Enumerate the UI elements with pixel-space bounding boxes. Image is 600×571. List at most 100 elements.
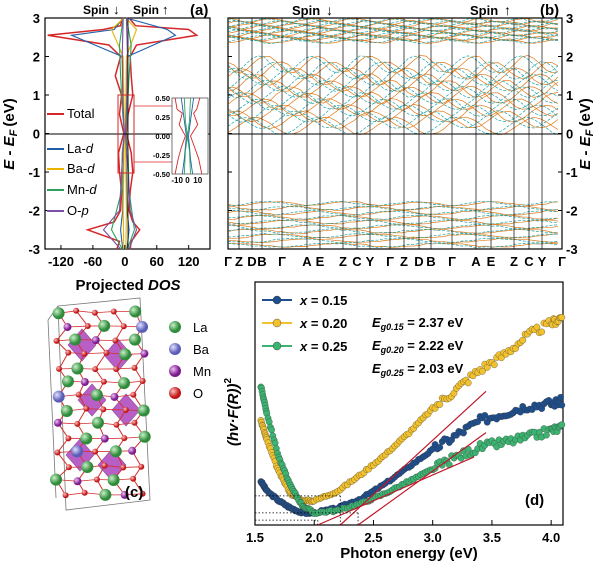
atom xyxy=(93,476,100,483)
band-line xyxy=(227,214,559,221)
band-line xyxy=(227,104,559,123)
inset-line xyxy=(188,97,195,175)
inset-line xyxy=(186,97,191,175)
k-label: A xyxy=(471,254,481,269)
spin-down-label: Spin xyxy=(83,3,109,17)
k-label: E xyxy=(487,254,496,269)
svg-text:(hv·F(R))2: (hv·F(R))2 xyxy=(223,378,242,446)
k-label: Y xyxy=(366,254,375,269)
atom xyxy=(118,377,131,390)
bond xyxy=(58,352,69,370)
atom xyxy=(90,389,103,402)
band-line xyxy=(227,24,559,30)
atom xyxy=(131,364,138,371)
legend-atom-label: La xyxy=(193,320,208,335)
atom xyxy=(99,488,112,501)
ytick-label-right: -3 xyxy=(566,242,578,257)
data-point-025 xyxy=(558,421,566,429)
atom xyxy=(100,434,109,443)
bandgap-sub: g0.15 xyxy=(380,322,405,332)
legend-label-text: O- xyxy=(67,203,81,218)
ytick-label: 0 xyxy=(33,127,40,142)
ylabel-subscript: F xyxy=(8,129,20,136)
band-lines xyxy=(227,18,559,248)
atom xyxy=(56,365,63,372)
xtick-label: 0 xyxy=(121,254,128,269)
band-line xyxy=(227,233,559,239)
zoom-region-box xyxy=(117,94,135,174)
k-label: C xyxy=(352,254,362,269)
atom xyxy=(81,461,94,474)
pdos-line-total-down xyxy=(47,17,125,250)
bandgap-value: = 2.22 eV xyxy=(404,338,464,353)
bandgap-sub: g0.20 xyxy=(380,345,404,355)
tauc-legend: x = 0.15x = 0.20x = 0.25 xyxy=(262,293,347,354)
atom xyxy=(98,319,111,332)
atom xyxy=(73,477,82,486)
atom xyxy=(63,323,72,332)
inset-ytick-label: -0.25 xyxy=(153,151,170,160)
band-line xyxy=(227,73,559,92)
panel-a-label: (a) xyxy=(190,2,208,19)
pdos-line-op-up xyxy=(124,17,138,250)
atom xyxy=(128,333,141,346)
xtick-label: 2.0 xyxy=(305,530,323,545)
svg-text:E - EF(eV): E - EF (eV) xyxy=(1,98,20,169)
atom xyxy=(65,464,72,471)
band-line xyxy=(227,79,559,98)
band-line xyxy=(227,237,559,244)
legend-atom-o xyxy=(169,387,181,399)
atom xyxy=(137,404,150,417)
bond xyxy=(76,310,95,314)
inset-ytick-label: 0.25 xyxy=(155,113,170,122)
xlabel-text: Projected xyxy=(75,277,143,294)
bond xyxy=(65,492,85,496)
band-line xyxy=(227,200,559,207)
band-line xyxy=(227,242,559,248)
atom xyxy=(138,463,145,470)
band-line xyxy=(227,98,559,117)
atom xyxy=(100,406,107,413)
atom xyxy=(84,323,91,330)
atom xyxy=(69,333,82,346)
atom xyxy=(136,320,149,333)
ytick-label-right: -2 xyxy=(566,204,578,219)
legend-label-text: La- xyxy=(67,141,86,156)
spin-down-label-b: Spin xyxy=(292,3,320,18)
data-point-025 xyxy=(268,426,275,434)
xtick-label: 3.0 xyxy=(424,530,442,545)
atom xyxy=(71,445,84,458)
legend-label: O-p xyxy=(67,203,89,218)
bond xyxy=(123,466,142,468)
ytick-label: -3 xyxy=(28,242,40,257)
atom xyxy=(52,390,65,403)
band-line xyxy=(227,67,559,86)
data-point-015 xyxy=(481,412,489,419)
inset-line xyxy=(180,97,187,175)
spin-up-label-b: Spin xyxy=(470,3,498,18)
panel-d-xticks: 1.5 2.0 2.5 3.0 3.5 4.0 xyxy=(246,520,560,545)
band-line xyxy=(227,91,559,111)
legend-label: Total xyxy=(67,106,95,121)
inset-line xyxy=(174,97,186,175)
band-line xyxy=(227,223,559,230)
fit-line-eg0.15 xyxy=(357,432,487,526)
ylabel-text: E - E xyxy=(1,135,18,169)
panel-b-ylabel: E - EF (eV) xyxy=(577,98,596,169)
band-line xyxy=(227,73,559,92)
fit-line-eg0.20 xyxy=(339,390,487,526)
atom xyxy=(91,416,104,429)
k-label: Y xyxy=(538,254,547,269)
xlabel-dos: DOS xyxy=(148,277,181,294)
pdos-inset: 0.50 0.25 0.00 -0.25 -0.50-10 0 10 xyxy=(153,94,209,185)
band-line xyxy=(227,67,559,86)
ytick-label: -2 xyxy=(28,204,40,219)
panel-a-xticks: -120 -60 0 60 120 xyxy=(48,245,200,269)
crystal-structure-image xyxy=(47,297,151,511)
bond xyxy=(57,452,70,468)
legend-value: = 0.20 xyxy=(307,316,347,331)
atom xyxy=(109,445,122,458)
band-line xyxy=(227,85,559,105)
